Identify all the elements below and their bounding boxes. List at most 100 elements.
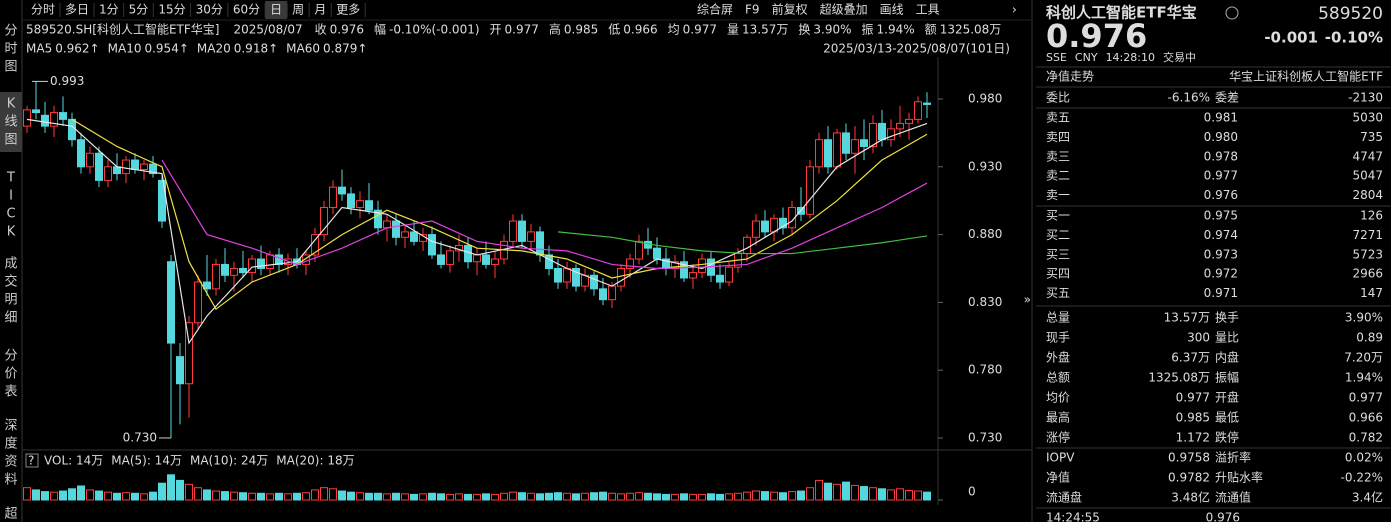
volume-bar <box>356 492 364 501</box>
period-tab[interactable]: 多日 <box>65 3 89 17</box>
candle-body <box>194 281 202 324</box>
side-tab[interactable]: 度 <box>4 436 17 452</box>
candle-body <box>86 152 94 168</box>
side-tab[interactable]: 线 <box>4 115 17 130</box>
tool-button[interactable]: F9 <box>745 3 760 17</box>
cell-value: 3.90% <box>1345 311 1383 325</box>
volume-bar <box>239 492 247 501</box>
cell-value: 0.02% <box>1345 451 1383 465</box>
period-tab[interactable]: 1分 <box>99 3 119 17</box>
side-tab[interactable]: 图 <box>4 60 17 75</box>
candle-body <box>896 122 904 130</box>
tool-button[interactable]: 超级叠加 <box>820 2 868 17</box>
side-tab[interactable]: 图 <box>4 133 17 148</box>
side-tab[interactable]: K <box>7 97 16 112</box>
side-tab[interactable]: 交 <box>4 274 17 290</box>
cell-label: 总量 <box>1046 311 1070 325</box>
ma-line <box>71 118 928 311</box>
side-tab[interactable]: 超 <box>4 507 17 522</box>
candle-body <box>383 220 391 229</box>
candle-body <box>95 152 103 181</box>
candle-body <box>914 101 922 120</box>
cell-value: 0.89 <box>1356 331 1383 345</box>
nav-arrow[interactable]: › <box>1012 3 1017 17</box>
tool-button[interactable]: 综合屏 <box>697 2 733 17</box>
volume-bar <box>185 483 193 501</box>
tool-button[interactable]: 前复权 <box>772 2 808 17</box>
cell-label: 最高 <box>1046 410 1070 425</box>
volume-bar <box>212 490 220 501</box>
candle-body <box>266 254 274 269</box>
period-tab[interactable]: 30分 <box>196 3 223 17</box>
candle-body <box>131 159 139 171</box>
volume-bar <box>644 492 652 501</box>
side-tab[interactable]: 深 <box>4 419 17 434</box>
side-tab[interactable]: C <box>6 207 15 222</box>
y-tick-label: 0.730 <box>968 430 1002 444</box>
period-tab[interactable]: 5分 <box>129 3 149 17</box>
candle-body <box>878 122 886 141</box>
side-tab[interactable]: 价 <box>4 367 17 382</box>
book-label: 卖二 <box>1046 169 1070 183</box>
volume-bar <box>716 493 724 501</box>
period-tab[interactable]: 15分 <box>158 3 185 17</box>
volume-bar <box>689 493 697 501</box>
book-volume: 126 <box>1360 209 1383 223</box>
cell-label: 净值 <box>1046 470 1070 485</box>
cell-label: 升贴水率 <box>1215 470 1263 485</box>
help-mark[interactable]: ? <box>28 454 34 468</box>
side-tab[interactable]: 时 <box>4 42 17 57</box>
cell-value: 0.9782 <box>1168 471 1210 485</box>
cell-value: 0.985 <box>1176 411 1210 425</box>
volume-legend: MA(5): 14万 <box>111 454 182 468</box>
side-tab[interactable]: 资 <box>4 455 17 470</box>
volume-bar <box>176 479 184 501</box>
cell-value: 0.9758 <box>1168 451 1210 465</box>
candle-body <box>536 231 544 256</box>
period-tab[interactable]: 日 <box>270 3 282 17</box>
volume-bar <box>536 493 544 501</box>
cell-label: 涨停 <box>1046 430 1070 445</box>
side-tab[interactable]: 分 <box>4 349 17 364</box>
side-tab[interactable]: 成 <box>4 257 17 272</box>
ma-legend-value: 0.954↑ <box>144 42 188 56</box>
candle-body <box>41 114 49 127</box>
period-tab[interactable]: 分时 <box>31 3 55 17</box>
tool-button[interactable]: 画线 <box>880 3 904 17</box>
side-tab[interactable]: I <box>9 189 13 204</box>
volume-bar <box>365 492 373 501</box>
side-tab[interactable]: 明 <box>4 293 17 308</box>
side-tab[interactable]: 细 <box>4 311 17 326</box>
side-tab[interactable]: T <box>6 171 15 186</box>
volume-bar <box>50 491 58 501</box>
cell-label: 最低 <box>1215 411 1239 425</box>
book-volume: 5047 <box>1352 169 1383 183</box>
candle-body <box>257 258 265 269</box>
volume-bar <box>302 492 310 501</box>
volume-bar <box>581 492 589 501</box>
volume-bar <box>797 490 805 501</box>
collapse-arrow[interactable]: » <box>1024 293 1031 307</box>
side-tab[interactable]: K <box>7 225 16 240</box>
period-tab[interactable]: 周 <box>292 3 304 17</box>
side-tab[interactable]: 料 <box>4 473 17 488</box>
tool-button[interactable]: 工具 <box>916 3 940 17</box>
min-label: 0.730 <box>123 430 157 444</box>
period-tab[interactable]: 更多 <box>336 3 360 17</box>
side-tab[interactable]: 表 <box>4 385 17 400</box>
quote-value: 3.90% <box>813 23 851 37</box>
tick-price: 0.976 <box>1206 511 1240 522</box>
candle-body <box>230 267 238 276</box>
candle-body <box>815 139 823 168</box>
side-tab[interactable]: 分 <box>4 24 17 39</box>
help-icon[interactable] <box>25 453 39 468</box>
info-icon[interactable] <box>1225 6 1239 20</box>
ma-legend-value: 0.962↑ <box>55 42 99 56</box>
candle-body <box>185 322 193 385</box>
volume-bar <box>446 493 454 501</box>
meta: CNY <box>1075 51 1098 64</box>
volume-bar <box>518 492 526 501</box>
period-tab[interactable]: 月 <box>314 3 326 17</box>
period-tab[interactable]: 60分 <box>233 3 260 17</box>
max-label: 0.993 <box>50 74 84 88</box>
